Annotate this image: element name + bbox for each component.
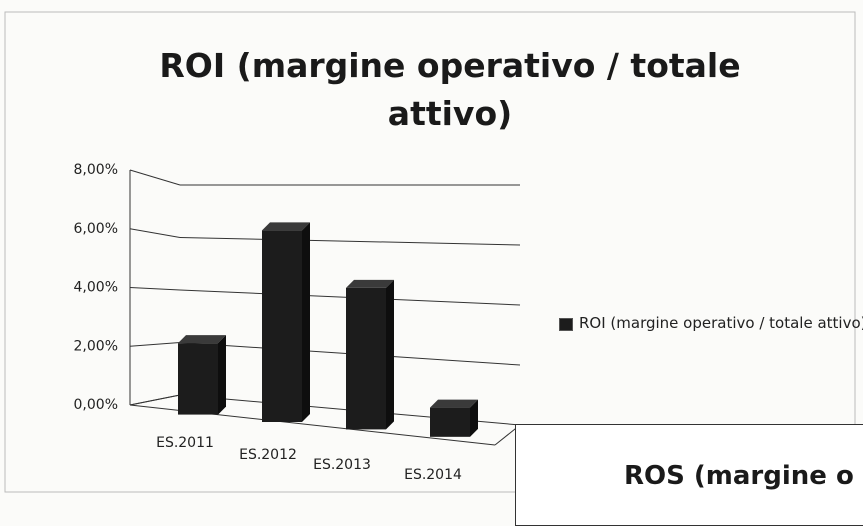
bar-side xyxy=(218,335,226,415)
grid-line xyxy=(129,394,181,406)
bar-side xyxy=(470,399,478,437)
bar-top xyxy=(262,222,310,231)
y-tick-label: 0,00% xyxy=(74,397,118,413)
y-tick-label: 6,00% xyxy=(74,221,118,237)
bar xyxy=(178,343,218,415)
x-tick-label: ES.2014 xyxy=(404,467,462,483)
legend: ROI (margine operativo / totale attivo) xyxy=(557,312,863,334)
chart: 0,00% 2,00% 4,00% 6,00% 8,00% ES.2011 ES.2012 E… xyxy=(4,11,856,493)
y-tick-label: 8,00% xyxy=(74,162,118,178)
y-tick-label: 4,00% xyxy=(74,280,118,296)
panel-title: ROS (margine o xyxy=(624,461,854,491)
grid-line xyxy=(179,237,521,246)
bar-top xyxy=(178,335,226,344)
chart-border xyxy=(4,11,856,493)
bar-side xyxy=(386,279,394,430)
bar-top xyxy=(346,279,394,288)
legend-swatch xyxy=(559,318,573,331)
grid-line xyxy=(129,169,181,186)
bar-top xyxy=(430,399,478,408)
bar xyxy=(430,407,470,437)
bar-side xyxy=(302,222,310,422)
grid-line xyxy=(129,342,181,347)
bar xyxy=(262,230,302,422)
grid-line xyxy=(129,287,181,291)
x-tick-label: ES.2013 xyxy=(313,457,371,473)
chart-title: ROI (margine operativo / totale attivo) xyxy=(159,46,741,133)
x-tick-label: ES.2011 xyxy=(156,435,214,451)
y-tick-label: 2,00% xyxy=(74,338,118,354)
legend-label: ROI (margine operativo / totale attivo) xyxy=(579,314,863,332)
partial-panel: ROS (margine o xyxy=(515,424,863,526)
page: 0,00% 2,00% 4,00% 6,00% 8,00% ES.2011 ES.2012 E… xyxy=(4,11,863,526)
bar xyxy=(346,287,386,430)
x-tick-label: ES.2012 xyxy=(239,447,297,463)
grid-line xyxy=(129,228,181,238)
